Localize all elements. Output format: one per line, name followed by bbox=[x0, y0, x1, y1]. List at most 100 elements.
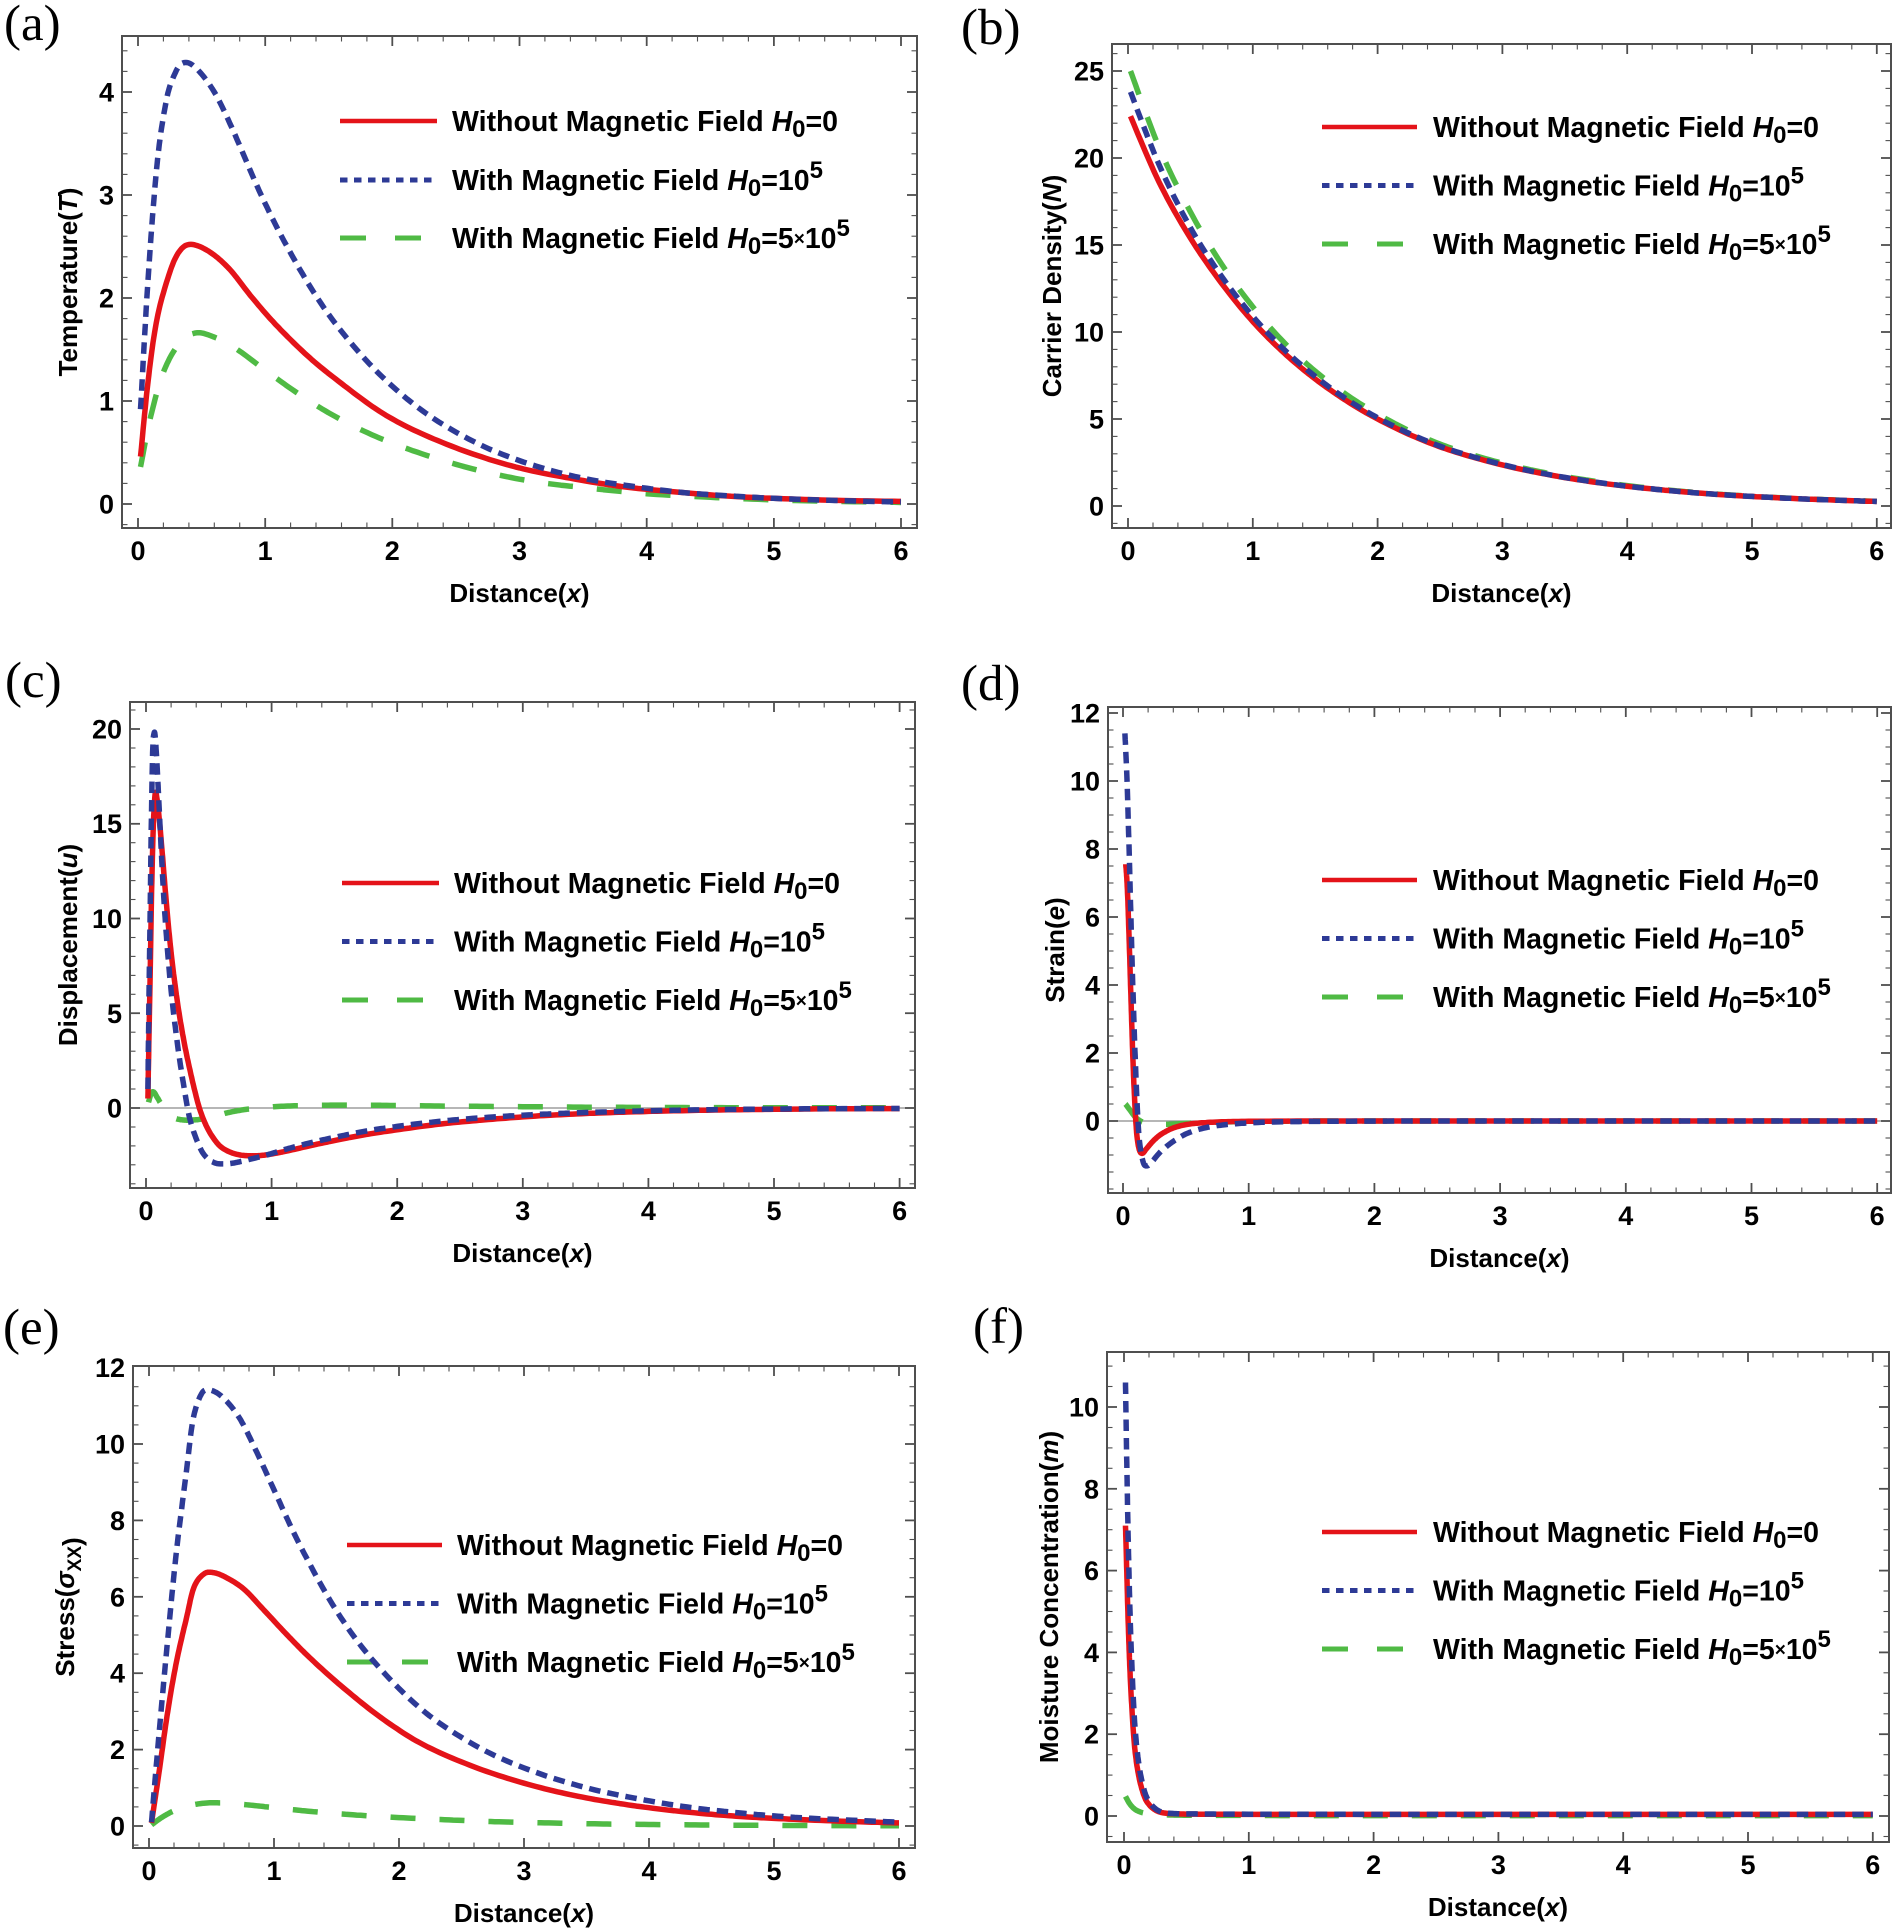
svg-text:0: 0 bbox=[1085, 1107, 1100, 1137]
svg-text:4: 4 bbox=[1616, 1850, 1631, 1880]
svg-text:6: 6 bbox=[1869, 536, 1884, 566]
svg-text:Moisture Concentration(m): Moisture Concentration(m) bbox=[1034, 1431, 1064, 1763]
svg-text:0: 0 bbox=[1084, 1802, 1099, 1832]
svg-text:1: 1 bbox=[258, 536, 273, 566]
svg-text:With Magnetic Field H0=5×105: With Magnetic Field H0=5×105 bbox=[457, 1639, 855, 1684]
svg-text:With Magnetic Field H0=105: With Magnetic Field H0=105 bbox=[1433, 163, 1804, 208]
svg-text:2: 2 bbox=[1085, 1039, 1100, 1069]
svg-text:10: 10 bbox=[1070, 767, 1100, 797]
svg-text:2: 2 bbox=[390, 1196, 405, 1226]
svg-text:25: 25 bbox=[1074, 57, 1104, 87]
svg-text:12: 12 bbox=[95, 1353, 125, 1383]
svg-text:2: 2 bbox=[1370, 536, 1385, 566]
svg-text:0: 0 bbox=[141, 1856, 156, 1886]
svg-text:0: 0 bbox=[110, 1812, 125, 1842]
svg-text:(c): (c) bbox=[5, 653, 62, 709]
svg-text:6: 6 bbox=[1865, 1850, 1880, 1880]
svg-text:0: 0 bbox=[130, 536, 145, 566]
svg-text:6: 6 bbox=[891, 1856, 906, 1886]
svg-text:(e): (e) bbox=[3, 1300, 60, 1356]
svg-text:6: 6 bbox=[892, 1196, 907, 1226]
svg-text:6: 6 bbox=[1085, 903, 1100, 933]
svg-text:1: 1 bbox=[99, 387, 114, 417]
svg-text:Distance(x): Distance(x) bbox=[1429, 1243, 1569, 1273]
svg-text:With Magnetic Field H0=105: With Magnetic Field H0=105 bbox=[457, 1581, 828, 1626]
svg-text:0: 0 bbox=[99, 490, 114, 520]
svg-text:Carrier Density(N): Carrier Density(N) bbox=[1037, 175, 1067, 398]
svg-text:4: 4 bbox=[641, 1856, 656, 1886]
svg-text:1: 1 bbox=[1241, 1850, 1256, 1880]
svg-text:4: 4 bbox=[639, 536, 654, 566]
svg-text:4: 4 bbox=[641, 1196, 656, 1226]
svg-text:Displacement(u): Displacement(u) bbox=[53, 844, 83, 1046]
svg-text:6: 6 bbox=[1084, 1556, 1099, 1586]
svg-text:Distance(x): Distance(x) bbox=[1428, 1892, 1568, 1922]
svg-text:4: 4 bbox=[1618, 1201, 1633, 1231]
svg-text:5: 5 bbox=[766, 1856, 781, 1886]
svg-text:6: 6 bbox=[110, 1582, 125, 1612]
svg-text:15: 15 bbox=[1074, 231, 1104, 261]
svg-text:4: 4 bbox=[1084, 1638, 1099, 1668]
svg-text:(a): (a) bbox=[4, 0, 61, 52]
svg-text:10: 10 bbox=[1074, 318, 1104, 348]
svg-text:Distance(x): Distance(x) bbox=[452, 1238, 592, 1268]
svg-text:With Magnetic Field H0=105: With Magnetic Field H0=105 bbox=[454, 919, 825, 964]
svg-text:4: 4 bbox=[99, 78, 114, 108]
svg-text:5: 5 bbox=[1744, 1201, 1759, 1231]
svg-text:15: 15 bbox=[92, 809, 122, 839]
svg-text:Without Magnetic Field H0=0: Without Magnetic Field H0=0 bbox=[457, 1530, 843, 1567]
svg-text:2: 2 bbox=[1367, 1201, 1382, 1231]
svg-text:5: 5 bbox=[766, 1196, 781, 1226]
svg-text:0: 0 bbox=[1120, 536, 1135, 566]
svg-text:3: 3 bbox=[515, 1196, 530, 1226]
svg-text:20: 20 bbox=[1074, 144, 1104, 174]
svg-text:Strain(e): Strain(e) bbox=[1040, 897, 1070, 1002]
svg-text:10: 10 bbox=[92, 904, 122, 934]
svg-text:5: 5 bbox=[766, 536, 781, 566]
svg-text:5: 5 bbox=[1089, 405, 1104, 435]
svg-text:8: 8 bbox=[1084, 1474, 1099, 1504]
svg-text:0: 0 bbox=[1116, 1850, 1131, 1880]
svg-text:With Magnetic Field H0=5×105: With Magnetic Field H0=5×105 bbox=[452, 215, 850, 260]
svg-text:0: 0 bbox=[138, 1196, 153, 1226]
svg-text:Distance(x): Distance(x) bbox=[449, 578, 589, 608]
svg-text:2: 2 bbox=[1084, 1720, 1099, 1750]
svg-text:3: 3 bbox=[1491, 1850, 1506, 1880]
svg-text:8: 8 bbox=[110, 1506, 125, 1536]
svg-text:Without Magnetic Field H0=0: Without Magnetic Field H0=0 bbox=[1433, 1517, 1819, 1554]
svg-text:12: 12 bbox=[1070, 699, 1100, 729]
svg-text:2: 2 bbox=[385, 536, 400, 566]
svg-text:0: 0 bbox=[1115, 1201, 1130, 1231]
svg-text:3: 3 bbox=[1493, 1201, 1508, 1231]
svg-text:20: 20 bbox=[92, 715, 122, 745]
svg-text:10: 10 bbox=[95, 1430, 125, 1460]
svg-text:(d): (d) bbox=[961, 656, 1020, 712]
svg-text:3: 3 bbox=[99, 181, 114, 211]
svg-text:(b): (b) bbox=[961, 0, 1020, 56]
svg-text:5: 5 bbox=[1740, 1850, 1755, 1880]
svg-text:Without Magnetic Field H0=0: Without Magnetic Field H0=0 bbox=[454, 868, 840, 905]
svg-text:With Magnetic Field H0=5×105: With Magnetic Field H0=5×105 bbox=[1433, 974, 1831, 1019]
svg-text:4: 4 bbox=[1085, 971, 1100, 1001]
svg-text:6: 6 bbox=[1870, 1201, 1885, 1231]
svg-text:(f): (f) bbox=[973, 1299, 1024, 1355]
svg-text:5: 5 bbox=[1744, 536, 1759, 566]
svg-text:Distance(x): Distance(x) bbox=[454, 1898, 594, 1928]
svg-text:Without Magnetic Field H0=0: Without Magnetic Field H0=0 bbox=[452, 106, 838, 143]
svg-text:5: 5 bbox=[107, 999, 122, 1029]
svg-text:Temperature(T): Temperature(T) bbox=[53, 188, 83, 377]
svg-text:4: 4 bbox=[110, 1659, 125, 1689]
svg-text:Without Magnetic Field H0=0: Without Magnetic Field H0=0 bbox=[1433, 112, 1819, 149]
svg-text:0: 0 bbox=[1089, 492, 1104, 522]
svg-text:With Magnetic Field H0=5×105: With Magnetic Field H0=5×105 bbox=[1433, 221, 1831, 266]
svg-text:With Magnetic Field H0=105: With Magnetic Field H0=105 bbox=[452, 157, 823, 202]
svg-text:4: 4 bbox=[1620, 536, 1635, 566]
svg-text:1: 1 bbox=[1245, 536, 1260, 566]
svg-text:6: 6 bbox=[893, 536, 908, 566]
svg-text:3: 3 bbox=[516, 1856, 531, 1886]
svg-text:1: 1 bbox=[264, 1196, 279, 1226]
svg-text:1: 1 bbox=[1241, 1201, 1256, 1231]
svg-text:2: 2 bbox=[391, 1856, 406, 1886]
svg-text:Stress(σXX): Stress(σXX) bbox=[50, 1537, 87, 1676]
svg-text:2: 2 bbox=[99, 284, 114, 314]
